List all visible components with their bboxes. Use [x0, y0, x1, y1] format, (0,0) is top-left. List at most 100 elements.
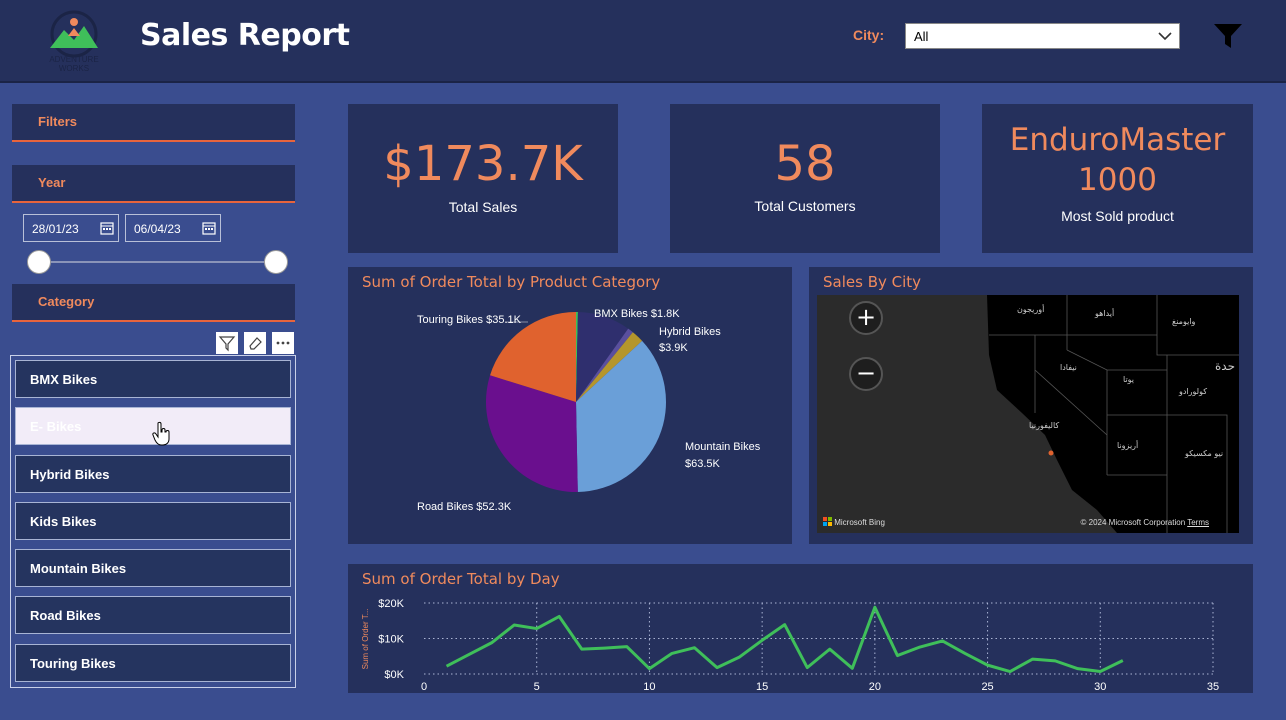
- pie-label-bmx-bikes: BMX Bikes $1.8K: [594, 308, 680, 320]
- line-chart-card: Sum of Order Total by Day $0K $10K $20K 0 5 1…: [348, 564, 1253, 693]
- category-item-kids-bikes[interactable]: Kids Bikes: [15, 502, 291, 540]
- pie-slice-e-bikes[interactable]: [576, 312, 578, 402]
- year-header: Year: [12, 165, 295, 203]
- total-sales-value: $173.7K: [383, 136, 583, 192]
- total-sales-label: Total Sales: [448, 199, 518, 215]
- x-tick-label: 15: [756, 681, 768, 693]
- chevron-down-icon: [1158, 32, 1172, 41]
- pie-slice-hybrid-bikes[interactable]: [576, 332, 643, 402]
- line-series-order-total[interactable]: [445, 605, 1124, 674]
- most-sold-product-line2: 1000: [1078, 162, 1157, 198]
- category-item-bmx-bikes[interactable]: BMX Bikes: [15, 360, 291, 398]
- slicer-clear-button[interactable]: [244, 332, 266, 354]
- map-place-label: نيفادا: [1060, 363, 1077, 372]
- map-place-label: وايومنغ: [1172, 317, 1196, 326]
- map-place-label: أوريجون: [1017, 305, 1045, 314]
- calendar-icon[interactable]: [100, 221, 114, 235]
- category-item-mountain-bikes[interactable]: Mountain Bikes: [15, 549, 291, 587]
- bing-provider: Microsoft Bing: [834, 518, 885, 527]
- minus-icon: −: [855, 359, 877, 387]
- city-dropdown[interactable]: All: [905, 23, 1180, 49]
- pie-slice-road-bikes[interactable]: [486, 375, 578, 492]
- kpi-total-customers: 58 Total Customers: [670, 104, 940, 253]
- filter-icon: [218, 336, 236, 352]
- y-tick-label: $20K: [378, 598, 404, 610]
- pie-label-hybrid-bikes-value: $3.9K: [659, 342, 688, 354]
- total-customers-value: 58: [774, 136, 836, 192]
- map-title: Sales By City: [823, 273, 922, 291]
- city-label: City:: [853, 27, 885, 43]
- sales-by-city-map[interactable]: + − أوريجون أيداهو وايومنغ نيفادا يوتا ك…: [817, 295, 1239, 533]
- logo-text-line1: ADVENTURE: [49, 55, 98, 64]
- y-tick-label: $0K: [384, 669, 404, 681]
- pie-chart: [486, 312, 666, 492]
- pie-slice-touring-bikes[interactable]: [490, 312, 576, 402]
- microsoft-logo-icon: [823, 517, 832, 526]
- pie-label-hybrid-bikes: Hybrid Bikes: [659, 326, 721, 338]
- most-sold-product-line1: EnduroMaster: [1009, 122, 1226, 158]
- x-tick-label: 35: [1207, 681, 1219, 693]
- total-customers-label: Total Customers: [754, 198, 856, 214]
- map-land: [987, 295, 1239, 533]
- map-place-label: أيداهو: [1095, 309, 1115, 318]
- pie-slice-mountain-bikes[interactable]: [576, 340, 666, 492]
- date-range-end-handle[interactable]: [264, 250, 288, 274]
- pie-label-mountain-bikes: Mountain Bikes: [685, 441, 761, 453]
- adventure-works-logo: ADVENTURE WORKS: [49, 10, 99, 73]
- y-tick-label: $10K: [378, 634, 404, 646]
- zoom-out-button[interactable]: −: [849, 357, 883, 391]
- end-date-input[interactable]: 06/04/23: [125, 214, 221, 242]
- filters-header: Filters: [12, 104, 295, 142]
- plus-icon: +: [855, 303, 877, 331]
- city-dropdown-value: All: [914, 29, 929, 44]
- x-tick-label: 10: [643, 681, 655, 693]
- calendar-icon[interactable]: [202, 221, 216, 235]
- pie-slice-kids-bikes[interactable]: [576, 312, 629, 402]
- filter-icon[interactable]: [1212, 20, 1244, 52]
- category-item-road-bikes[interactable]: Road Bikes: [15, 596, 291, 634]
- date-range-slider-track[interactable]: [38, 261, 276, 263]
- start-date-input[interactable]: 28/01/23: [23, 214, 119, 242]
- date-range-start-handle[interactable]: [27, 250, 51, 274]
- line-chart-title: Sum of Order Total by Day: [362, 570, 560, 588]
- most-sold-product-label: Most Sold product: [1061, 208, 1174, 224]
- page-title: Sales Report: [140, 18, 350, 53]
- start-date-value: 28/01/23: [32, 222, 79, 236]
- pie-label-mountain-bikes-value: $63.5K: [685, 458, 720, 470]
- bing-attribution: Microsoft Bing: [823, 517, 885, 527]
- slicer-more-options-button[interactable]: [272, 332, 294, 354]
- hand-cursor-icon: [152, 421, 170, 446]
- pie-label-touring-bikes: Touring Bikes $35.1K: [417, 314, 521, 326]
- category-item-touring-bikes[interactable]: Touring Bikes: [15, 644, 291, 682]
- category-slicer: BMX Bikes E- Bikes Hybrid Bikes Kids Bik…: [10, 355, 296, 688]
- category-item-hybrid-bikes[interactable]: Hybrid Bikes: [15, 455, 291, 493]
- category-item-e-bikes[interactable]: E- Bikes: [15, 407, 291, 445]
- category-header: Category: [12, 284, 295, 322]
- zoom-in-button[interactable]: +: [849, 301, 883, 335]
- map-terms-link[interactable]: Terms: [1187, 518, 1209, 527]
- more-options-icon: [276, 341, 290, 345]
- map-place-label: نيو مكسيكو: [1185, 449, 1224, 458]
- x-tick-label: 25: [981, 681, 993, 693]
- map-card: Sales By City + − أوريجون أيداهو وايومنغ…: [809, 267, 1253, 544]
- map-place-label: أريزونا: [1117, 441, 1139, 450]
- y-axis-label: Sum of Order T...: [361, 609, 370, 670]
- map-copyright: © 2024 Microsoft Corporation Terms: [1081, 518, 1209, 527]
- pie-label-road-bikes: Road Bikes $52.3K: [417, 501, 512, 513]
- end-date-value: 06/04/23: [134, 222, 181, 236]
- map-place-label: كاليفورنيا: [1029, 421, 1060, 430]
- kpi-most-sold-product: EnduroMaster 1000 Most Sold product: [982, 104, 1253, 253]
- logo-text-line2: WORKS: [59, 64, 89, 73]
- map-place-label: كولورادو: [1179, 387, 1208, 396]
- line-chart: $0K $10K $20K 0 5 10 15 20 25 30 35 Sum of Order T.…: [361, 598, 1219, 693]
- pie-slice-bmx-bikes[interactable]: [576, 328, 633, 402]
- map-place-label: حدة: [1215, 359, 1236, 373]
- eraser-icon: [249, 337, 262, 350]
- slicer-filter-button[interactable]: [216, 332, 238, 354]
- x-tick-label: 30: [1094, 681, 1106, 693]
- pie-chart-card: Sum of Order Total by Product Category T…: [348, 267, 792, 544]
- pie-chart-title: Sum of Order Total by Product Category: [362, 273, 661, 291]
- kpi-total-sales: $173.7K Total Sales: [348, 104, 618, 253]
- map-copyright-text: © 2024 Microsoft Corporation: [1080, 518, 1186, 527]
- report-header: ADVENTURE WORKS Sales Report City: All: [0, 0, 1286, 83]
